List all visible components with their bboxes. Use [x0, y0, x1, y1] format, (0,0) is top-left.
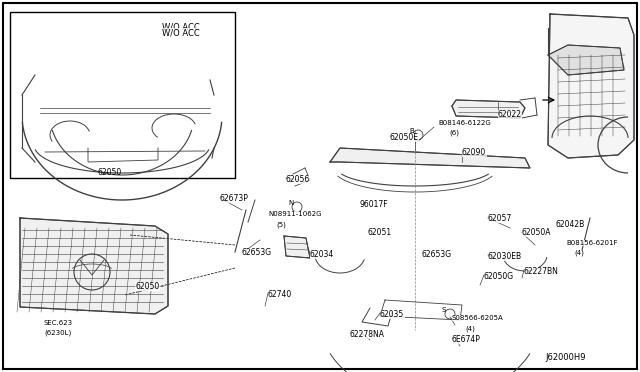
Text: (4): (4) — [465, 325, 475, 331]
Text: W/O ACC: W/O ACC — [162, 28, 200, 37]
Text: 62030EB: 62030EB — [488, 252, 522, 261]
Text: 62034: 62034 — [310, 250, 334, 259]
Text: 62050: 62050 — [135, 282, 159, 291]
Text: (6): (6) — [449, 130, 459, 137]
Text: S08566-6205A: S08566-6205A — [452, 315, 504, 321]
Text: 62227BN: 62227BN — [524, 267, 559, 276]
Polygon shape — [548, 45, 624, 75]
Text: 62653G: 62653G — [242, 248, 272, 257]
Text: N08911-1062G: N08911-1062G — [268, 211, 321, 217]
Text: W/O ACC: W/O ACC — [162, 22, 200, 31]
Text: 62051: 62051 — [368, 228, 392, 237]
Text: 62056: 62056 — [286, 175, 310, 184]
Text: 62653G: 62653G — [422, 250, 452, 259]
Text: 62042B: 62042B — [556, 220, 585, 229]
Text: N: N — [288, 200, 293, 206]
Text: SEC.623: SEC.623 — [44, 320, 73, 326]
Text: S: S — [441, 307, 445, 313]
Text: 62050G: 62050G — [484, 272, 514, 281]
Text: B08156-6201F: B08156-6201F — [566, 240, 618, 246]
Text: 96017F: 96017F — [360, 200, 388, 209]
Text: J62000H9: J62000H9 — [545, 353, 586, 362]
Text: (6230L): (6230L) — [44, 330, 71, 337]
Polygon shape — [20, 218, 168, 314]
Text: 62090: 62090 — [462, 148, 486, 157]
Text: 6E674P: 6E674P — [452, 335, 481, 344]
Text: (5): (5) — [276, 221, 286, 228]
Text: 62740: 62740 — [268, 290, 292, 299]
Text: B: B — [409, 128, 413, 134]
Text: 62673P: 62673P — [220, 194, 249, 203]
Polygon shape — [284, 236, 310, 258]
Text: 62057: 62057 — [488, 214, 512, 223]
Text: (4): (4) — [574, 250, 584, 257]
Text: B08146-6122G: B08146-6122G — [438, 120, 491, 126]
Bar — [10, 12, 235, 178]
Text: 62022: 62022 — [498, 110, 522, 119]
Polygon shape — [330, 148, 530, 168]
Text: 62050: 62050 — [98, 168, 122, 177]
Text: 62050A: 62050A — [521, 228, 550, 237]
Polygon shape — [452, 100, 525, 118]
Text: 62278NA: 62278NA — [350, 330, 385, 339]
Text: 62050E: 62050E — [390, 133, 419, 142]
Polygon shape — [548, 14, 634, 158]
Text: 62035: 62035 — [380, 310, 404, 319]
